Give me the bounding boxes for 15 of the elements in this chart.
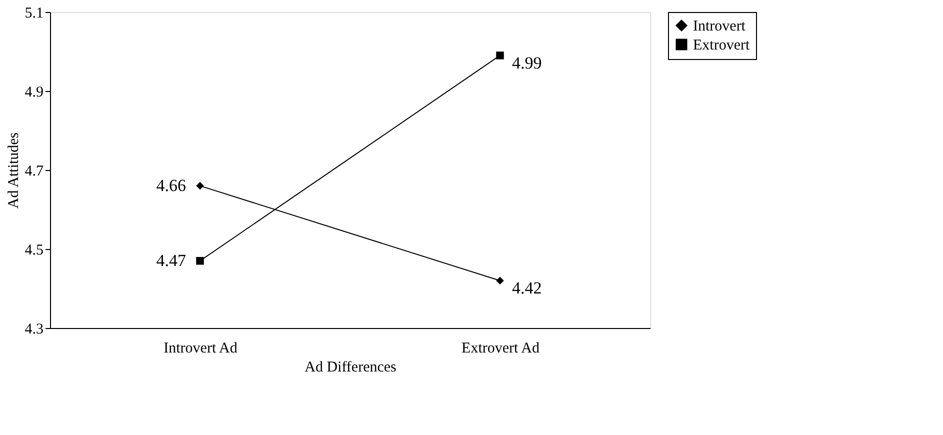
y-tick-label: 5.1 xyxy=(24,6,44,22)
y-axis-title: Ad Attitudes xyxy=(6,132,22,209)
legend-label: Introvert xyxy=(693,18,746,34)
data-label: 4.66 xyxy=(156,176,186,195)
y-tick-label: 4.5 xyxy=(24,242,44,258)
x-tick-label: Extrovert Ad xyxy=(462,340,540,356)
x-tick-label: Introvert Ad xyxy=(164,340,238,356)
legend-label: Extrovert xyxy=(693,38,750,54)
y-tick-label: 4.3 xyxy=(24,322,44,338)
y-tick-label: 4.9 xyxy=(24,84,44,100)
y-tick-label: 4.7 xyxy=(24,164,44,180)
data-label: 4.99 xyxy=(512,53,542,72)
data-label: 4.42 xyxy=(512,278,542,298)
x-axis-title: Ad Differences xyxy=(304,360,397,376)
data-label: 4.47 xyxy=(156,250,186,270)
